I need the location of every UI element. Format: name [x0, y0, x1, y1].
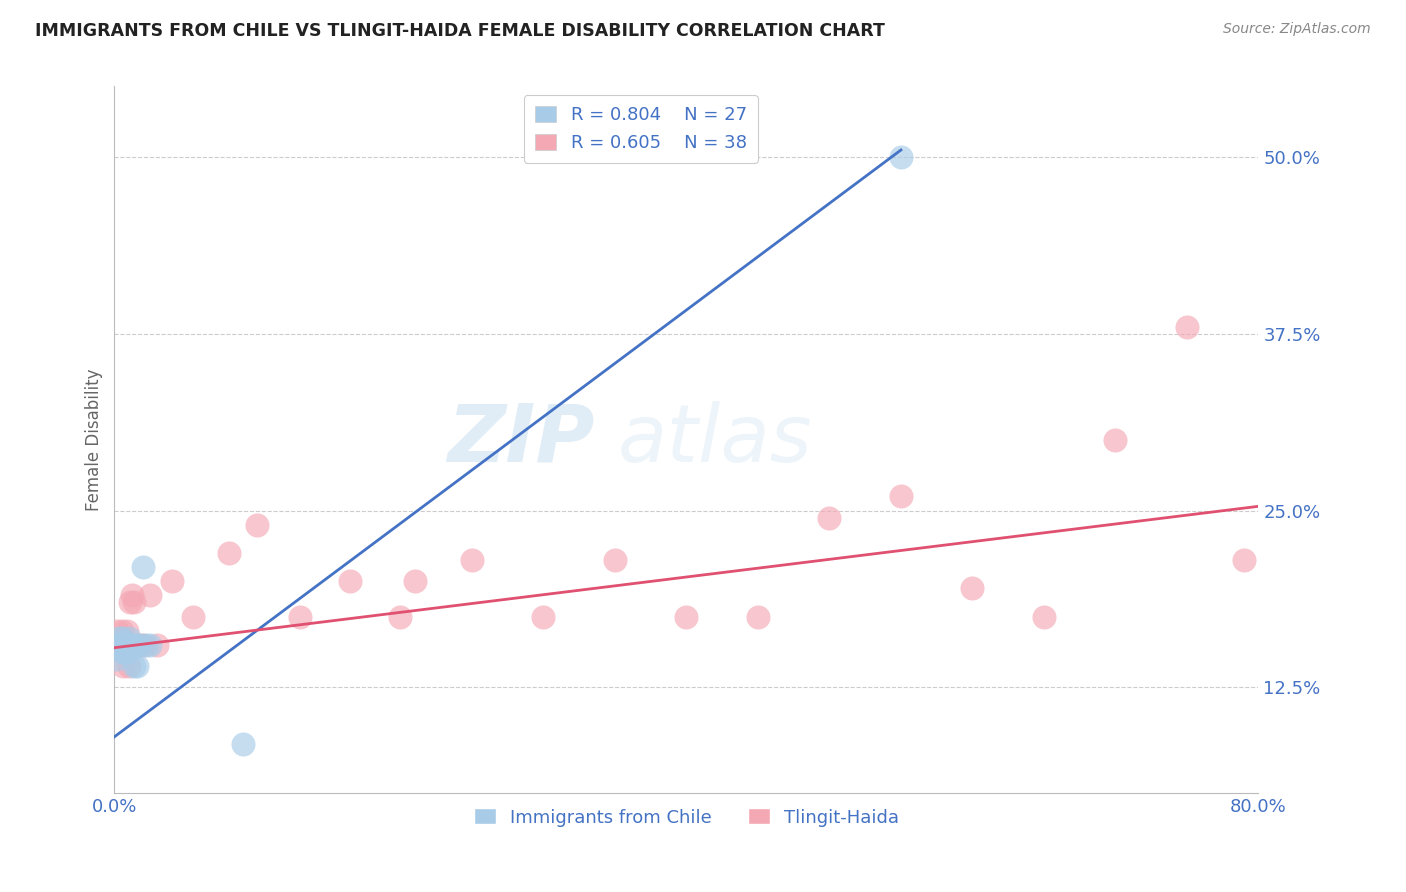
Point	[127, 659, 149, 673]
Point	[118, 631, 141, 645]
Point	[112, 638, 135, 652]
Point	[962, 582, 984, 596]
Point	[115, 645, 138, 659]
Point	[818, 510, 841, 524]
Point	[110, 645, 132, 659]
Point	[461, 553, 484, 567]
Point	[124, 595, 146, 609]
Point	[118, 659, 141, 673]
Point	[111, 638, 134, 652]
Point	[110, 631, 132, 645]
Point	[127, 638, 149, 652]
Point	[404, 574, 426, 589]
Point	[107, 638, 129, 652]
Point	[122, 638, 145, 652]
Point	[105, 652, 128, 666]
Point	[132, 560, 155, 574]
Point	[121, 638, 143, 652]
Point	[117, 624, 139, 638]
Y-axis label: Female Disability: Female Disability	[86, 368, 103, 511]
Point	[160, 574, 183, 589]
Point	[232, 737, 254, 751]
Point	[111, 659, 134, 673]
Text: IMMIGRANTS FROM CHILE VS TLINGIT-HAIDA FEMALE DISABILITY CORRELATION CHART: IMMIGRANTS FROM CHILE VS TLINGIT-HAIDA F…	[35, 22, 884, 40]
Point	[129, 638, 152, 652]
Point	[111, 638, 134, 652]
Point	[246, 517, 269, 532]
Point	[290, 609, 312, 624]
Point	[111, 638, 134, 652]
Point	[118, 645, 141, 659]
Point	[117, 638, 139, 652]
Point	[890, 150, 912, 164]
Point	[603, 553, 626, 567]
Point	[1233, 553, 1256, 567]
Point	[1032, 609, 1054, 624]
Point	[110, 624, 132, 638]
Point	[124, 659, 146, 673]
Point	[389, 609, 412, 624]
Point	[129, 638, 152, 652]
Point	[121, 588, 143, 602]
Point	[1104, 433, 1126, 447]
Point	[1175, 319, 1198, 334]
Point	[218, 546, 240, 560]
Text: atlas: atlas	[617, 401, 813, 479]
Legend: Immigrants from Chile, Tlingit-Haida: Immigrants from Chile, Tlingit-Haida	[467, 801, 907, 834]
Point	[120, 638, 142, 652]
Point	[112, 645, 135, 659]
Point	[139, 638, 162, 652]
Point	[115, 638, 138, 652]
Point	[146, 638, 169, 652]
Point	[105, 624, 128, 638]
Point	[675, 609, 697, 624]
Point	[533, 609, 555, 624]
Point	[107, 638, 129, 652]
Point	[104, 638, 127, 652]
Point	[108, 638, 131, 652]
Point	[135, 638, 157, 652]
Point	[115, 645, 138, 659]
Point	[339, 574, 361, 589]
Point	[108, 638, 131, 652]
Point	[120, 595, 142, 609]
Point	[125, 638, 148, 652]
Point	[747, 609, 769, 624]
Point	[139, 588, 162, 602]
Text: Source: ZipAtlas.com: Source: ZipAtlas.com	[1223, 22, 1371, 37]
Text: ZIP: ZIP	[447, 401, 595, 479]
Point	[890, 490, 912, 504]
Point	[181, 609, 204, 624]
Point	[107, 631, 129, 645]
Point	[132, 638, 155, 652]
